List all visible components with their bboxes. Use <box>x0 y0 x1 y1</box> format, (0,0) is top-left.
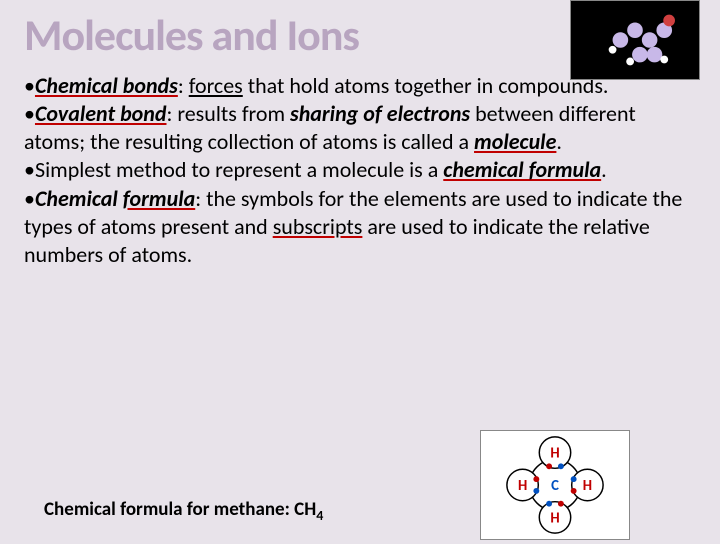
term-covalent-bond: Covalent bond <box>35 100 167 127</box>
bullet-3: •Simplest method to represent a molecule… <box>24 156 696 184</box>
slide-body: •Chemical bonds: forces that hold atoms … <box>0 62 720 269</box>
svg-text:H: H <box>518 476 527 494</box>
methane-structure-image: CHHHH <box>480 430 630 540</box>
bullet-4: •Chemical formula: the symbols for the e… <box>24 185 696 269</box>
term-chemical-bonds: Chemical bonds <box>35 72 178 99</box>
svg-text:H: H <box>550 444 559 462</box>
svg-text:C: C <box>551 476 559 494</box>
svg-text:H: H <box>550 508 559 526</box>
molecule-3d-image <box>570 0 700 80</box>
formula-caption: Chemical formula for methane: CH4 <box>0 498 323 524</box>
bullet-2: •Covalent bond: results from sharing of … <box>24 100 696 156</box>
svg-text:H: H <box>583 476 592 494</box>
